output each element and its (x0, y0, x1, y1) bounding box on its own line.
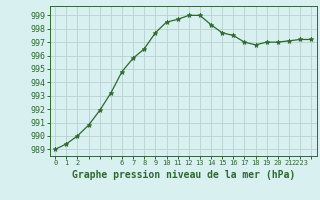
X-axis label: Graphe pression niveau de la mer (hPa): Graphe pression niveau de la mer (hPa) (72, 170, 295, 180)
